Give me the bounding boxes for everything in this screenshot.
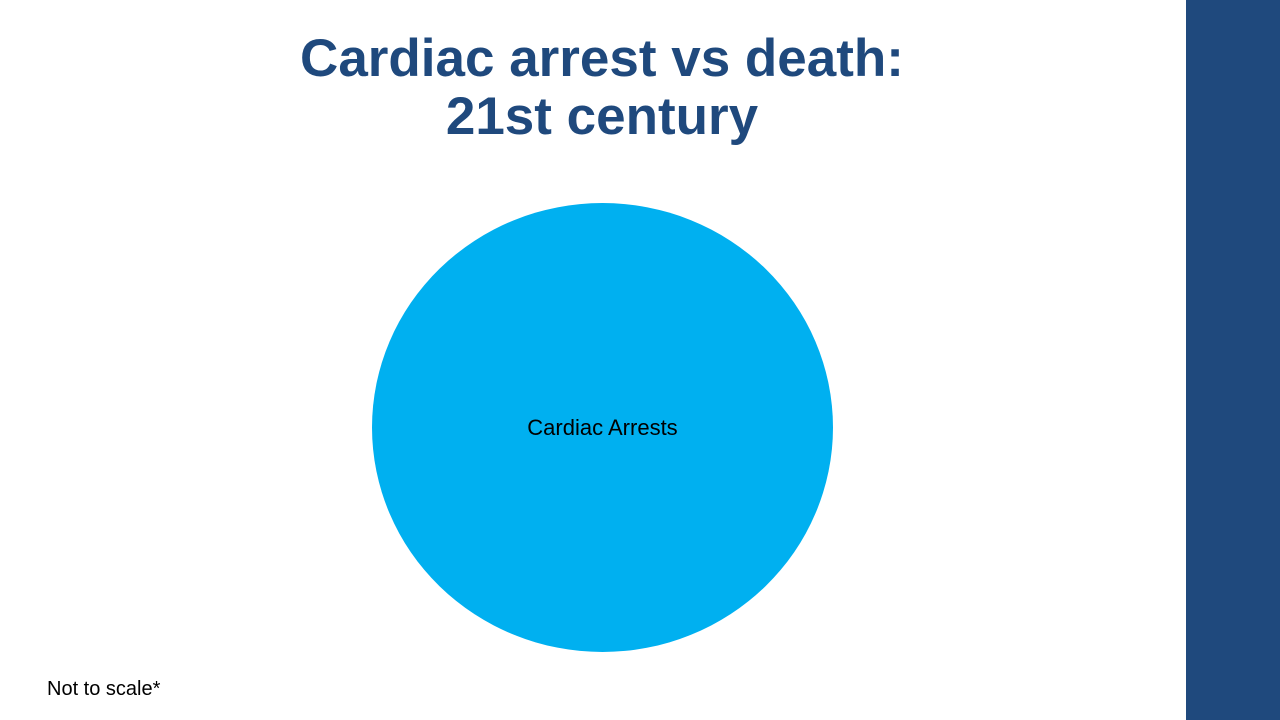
cardiac-arrests-label: Cardiac Arrests: [527, 415, 678, 440]
title-line-2: 21st century: [445, 87, 759, 146]
title-line-1: Cardiac arrest vs death:: [300, 29, 904, 88]
slide-title: Cardiac arrest vs death: 21st century: [0, 30, 1204, 146]
cardiac-arrests-circle: [372, 203, 833, 652]
side-accent-bar: [1186, 0, 1280, 720]
not-to-scale-footnote: Not to scale*: [47, 678, 161, 700]
